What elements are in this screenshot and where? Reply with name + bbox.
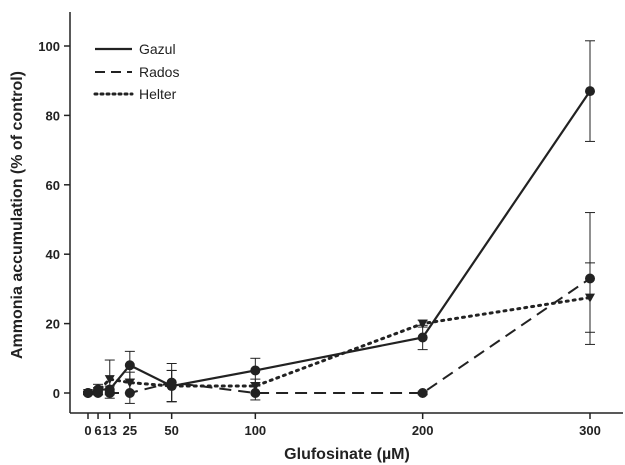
legend-label-helter: Helter [139, 86, 177, 102]
axes-layer [69, 12, 623, 414]
data-point-rados [417, 388, 428, 398]
y-tick-label: 0 [53, 386, 60, 401]
data-point-helter [417, 319, 428, 329]
data-point-helter [250, 382, 261, 392]
x-tick-label: 50 [164, 423, 178, 438]
y-tick-label: 60 [46, 178, 60, 193]
data-point-helter [93, 387, 104, 397]
data-point-helter [83, 389, 93, 398]
x-tick-label: 300 [579, 423, 601, 438]
y-tick-label: 80 [46, 108, 60, 123]
x-tick-label: 25 [123, 423, 137, 438]
x-tick-label: 13 [103, 423, 117, 438]
series-line-rados [88, 277, 591, 394]
data-point-gazul [250, 365, 261, 376]
y-axis-title: Ammonia accumulation (% of control) [9, 71, 26, 359]
data-point-helter [124, 378, 135, 388]
series-line-helter [86, 296, 592, 395]
series-line-gazul [87, 90, 591, 395]
x-tick-label: 0 [84, 423, 91, 438]
series-layer [83, 40, 595, 404]
y-tick-label: 100 [38, 39, 60, 54]
y-tick-label: 20 [46, 317, 60, 332]
data-point-helter [166, 382, 177, 392]
data-point-gazul [585, 86, 595, 97]
x-axis-title: Glufosinate (µM) [284, 446, 410, 463]
legend-label-gazul: Gazul [139, 41, 176, 57]
y-tick-label: 40 [46, 247, 60, 262]
legend-label-rados: Rados [139, 64, 179, 80]
data-point-gazul [124, 360, 135, 371]
legend: Gazul Rados Helter [93, 41, 179, 102]
data-point-gazul [417, 332, 428, 343]
x-tick-label: 200 [412, 423, 434, 438]
x-tick-label: 100 [244, 423, 266, 438]
x-tick-label: 6 [94, 423, 101, 438]
data-point-helter [585, 293, 595, 303]
data-point-helter [104, 375, 115, 385]
series-helter [83, 262, 595, 403]
